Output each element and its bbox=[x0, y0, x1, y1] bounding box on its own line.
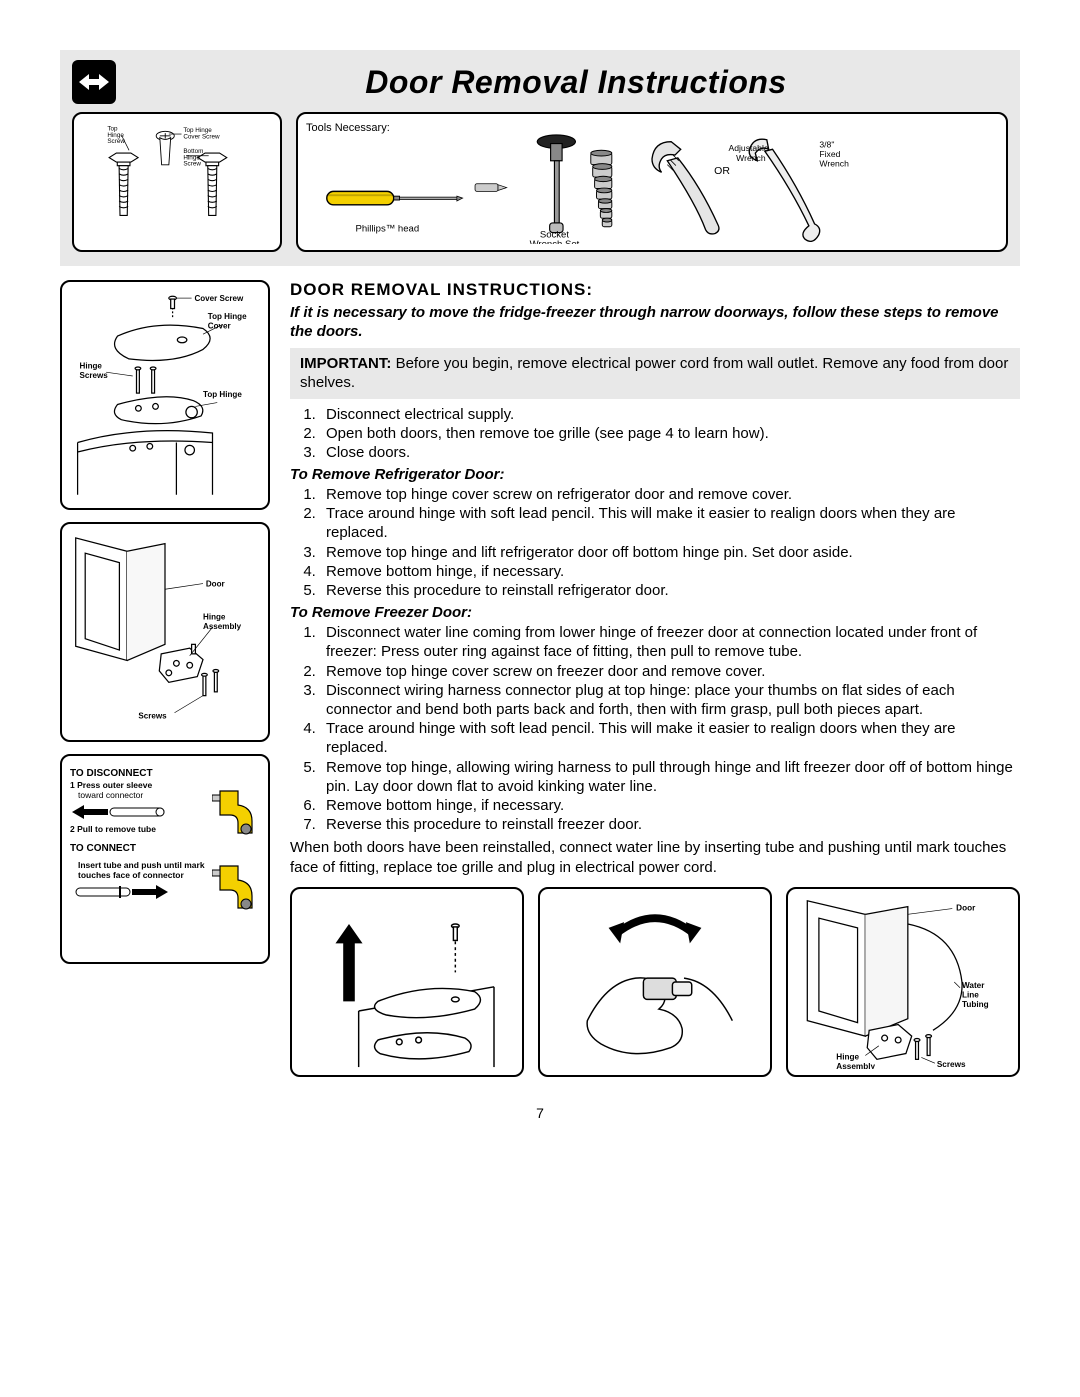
screws-figure: Top Hinge Screw Top Hinge Cover Screw Bo… bbox=[72, 112, 282, 252]
step-item: Remove top hinge cover screw on freezer … bbox=[320, 662, 1020, 681]
svg-text:Line: Line bbox=[962, 991, 979, 1000]
svg-text:Screw: Screw bbox=[183, 161, 201, 168]
tools-figure: Tools Necessary: bbox=[296, 112, 1008, 252]
or-label: OR bbox=[714, 165, 730, 177]
step-item: Reverse this procedure to reinstall refr… bbox=[320, 581, 1020, 600]
step-item: Remove bottom hinge, if necessary. bbox=[320, 562, 1020, 581]
svg-text:Hinge: Hinge bbox=[836, 1053, 859, 1062]
to-connect-title: TO CONNECT bbox=[70, 843, 260, 854]
initial-steps-list: Disconnect electrical supply.Open both d… bbox=[290, 405, 1020, 463]
svg-text:Door: Door bbox=[206, 579, 226, 588]
step-item: Disconnect electrical supply. bbox=[320, 405, 1020, 424]
bottom-diagrams-row: Door Water Line Tubing Hinge Assembly Sc… bbox=[290, 887, 1020, 1077]
svg-text:Screws: Screws bbox=[937, 1060, 966, 1069]
freezer-steps-list: Disconnect water line coming from lower … bbox=[290, 623, 1020, 834]
closing-text: When both doors have been reinstalled, c… bbox=[290, 838, 1020, 877]
freezer-subheading: To Remove Freezer Door: bbox=[290, 604, 1020, 621]
title-row: Door Removal Instructions bbox=[72, 60, 1008, 104]
svg-text:Cover: Cover bbox=[208, 322, 232, 331]
step-item: Open both doors, then remove toe grille … bbox=[320, 424, 1020, 443]
pull-connector-diagram bbox=[538, 887, 772, 1077]
svg-text:Assembly: Assembly bbox=[836, 1062, 875, 1069]
svg-text:Wrench Set: Wrench Set bbox=[530, 239, 580, 244]
top-hinge-diagram: Cover Screw Top Hinge Cover Hinge Screws… bbox=[60, 280, 270, 510]
step-item: Trace around hinge with soft lead pencil… bbox=[320, 719, 1020, 757]
step-item: Remove top hinge cover screw on refriger… bbox=[320, 485, 1020, 504]
svg-text:Cover Screw: Cover Screw bbox=[183, 134, 220, 141]
step-item: Disconnect wiring harness connector plug… bbox=[320, 681, 1020, 719]
svg-text:Top Hinge: Top Hinge bbox=[208, 312, 247, 321]
section-title: DOOR REMOVAL INSTRUCTIONS: bbox=[290, 280, 1020, 300]
svg-text:Tubing: Tubing bbox=[962, 1000, 989, 1009]
svg-text:Fixed: Fixed bbox=[819, 149, 840, 159]
svg-text:Adjustable: Adjustable bbox=[729, 143, 769, 153]
step-item: Close doors. bbox=[320, 443, 1020, 462]
svg-text:Cover Screw: Cover Screw bbox=[194, 294, 244, 303]
svg-text:Phillips™ head: Phillips™ head bbox=[355, 224, 419, 235]
svg-text:Screw: Screw bbox=[107, 138, 125, 145]
waterline-hinge-diagram: Door Water Line Tubing Hinge Assembly Sc… bbox=[786, 887, 1020, 1077]
svg-text:Wrench: Wrench bbox=[736, 153, 766, 163]
tube-connect-diagram: TO DISCONNECT 1 Press outer sleevetoward… bbox=[60, 754, 270, 964]
intro-text: If it is necessary to move the fridge-fr… bbox=[290, 304, 1020, 342]
page-title: Door Removal Instructions bbox=[144, 64, 1008, 101]
tools-row: Top Hinge Screw Top Hinge Cover Screw Bo… bbox=[72, 112, 1008, 252]
step-item: Remove top hinge, allowing wiring harnes… bbox=[320, 758, 1020, 796]
svg-text:Top Hinge: Top Hinge bbox=[203, 390, 242, 399]
main-row: Cover Screw Top Hinge Cover Hinge Screws… bbox=[60, 280, 1020, 1077]
svg-text:Hinge: Hinge bbox=[80, 361, 103, 370]
step-item: Remove top hinge and lift refrigerator d… bbox=[320, 543, 1020, 562]
left-diagrams-column: Cover Screw Top Hinge Cover Hinge Screws… bbox=[60, 280, 270, 1077]
step-item: Trace around hinge with soft lead pencil… bbox=[320, 504, 1020, 542]
important-note: IMPORTANT: Before you begin, remove elec… bbox=[290, 348, 1020, 399]
step-item: Disconnect water line coming from lower … bbox=[320, 623, 1020, 661]
svg-text:Screws: Screws bbox=[138, 711, 167, 720]
to-disconnect-title: TO DISCONNECT bbox=[70, 768, 260, 779]
page-number: 7 bbox=[60, 1105, 1020, 1121]
bottom-hinge-diagram: Door Hinge Assembly Screws bbox=[60, 522, 270, 742]
fridge-steps-list: Remove top hinge cover screw on refriger… bbox=[290, 485, 1020, 600]
instructions-column: DOOR REMOVAL INSTRUCTIONS: If it is nece… bbox=[290, 280, 1020, 1077]
svg-text:Wrench: Wrench bbox=[819, 159, 849, 169]
svg-text:Water: Water bbox=[962, 981, 985, 990]
header-band: Door Removal Instructions bbox=[60, 50, 1020, 266]
svg-text:Hinge: Hinge bbox=[203, 613, 226, 622]
step-item: Reverse this procedure to reinstall free… bbox=[320, 815, 1020, 834]
svg-text:3/8": 3/8" bbox=[819, 139, 834, 149]
lift-cover-diagram bbox=[290, 887, 524, 1077]
step-item: Remove bottom hinge, if necessary. bbox=[320, 796, 1020, 815]
svg-text:Assembly: Assembly bbox=[203, 622, 242, 631]
tools-heading: Tools Necessary: bbox=[306, 122, 998, 134]
fridge-subheading: To Remove Refrigerator Door: bbox=[290, 466, 1020, 483]
move-arrows-icon bbox=[72, 60, 116, 104]
svg-text:Door: Door bbox=[956, 904, 976, 913]
svg-text:Screws: Screws bbox=[80, 371, 109, 380]
